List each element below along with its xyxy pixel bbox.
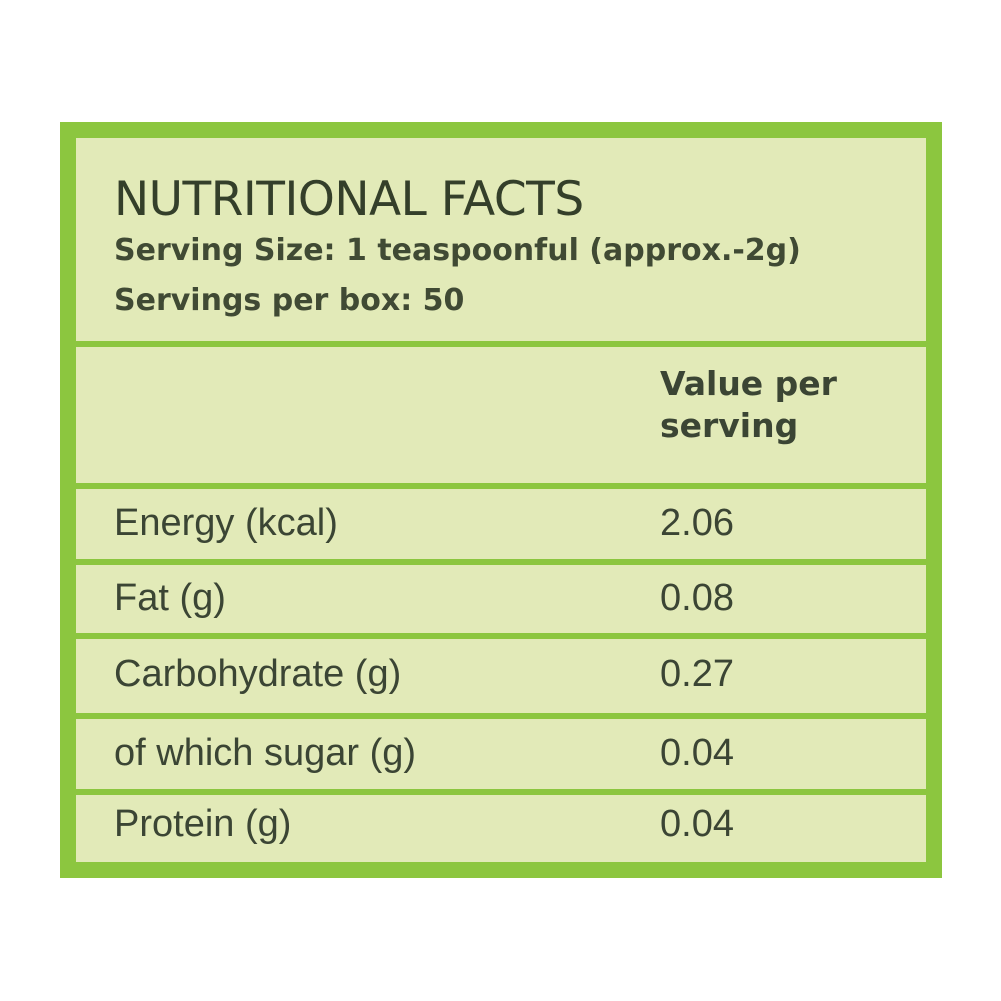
nutrient-name: of which sugar (g) — [114, 732, 417, 774]
table-row: Energy (kcal) 2.06 — [76, 489, 926, 559]
table-row: Carbohydrate (g) 0.27 — [76, 639, 926, 713]
table-row: Fat (g) 0.08 — [76, 565, 926, 633]
nutrient-name: Fat (g) — [114, 577, 226, 619]
row-divider — [76, 633, 926, 639]
nutrition-header-panel: NUTRITIONAL FACTS Serving Size: 1 teaspo… — [76, 138, 926, 341]
row-divider — [76, 789, 926, 795]
table-row: Protein (g) 0.04 — [76, 795, 926, 862]
nutrient-value: 0.08 — [660, 577, 734, 619]
nutrition-title: NUTRITIONAL FACTS — [114, 172, 584, 227]
nutrient-value: 0.04 — [660, 732, 734, 774]
nutrient-value: 0.04 — [660, 803, 734, 845]
table-row: of which sugar (g) 0.04 — [76, 719, 926, 789]
nutrient-name: Energy (kcal) — [114, 502, 338, 544]
servings-per-box-text: Servings per box: 50 — [114, 283, 465, 318]
serving-size-text: Serving Size: 1 teaspoonful (approx.-2g) — [114, 233, 801, 268]
value-per-serving-header: Value per serving — [660, 364, 837, 445]
nutrition-table: Value per serving Energy (kcal) 2.06 Fat… — [76, 347, 926, 862]
row-divider — [76, 713, 926, 719]
row-divider — [76, 483, 926, 489]
table-header-row: Value per serving — [76, 347, 926, 483]
row-divider — [76, 559, 926, 565]
nutrition-facts-label: NUTRITIONAL FACTS Serving Size: 1 teaspo… — [60, 122, 942, 878]
nutrient-name: Protein (g) — [114, 803, 292, 845]
nutrient-name: Carbohydrate (g) — [114, 653, 402, 695]
nutrient-value: 2.06 — [660, 502, 734, 544]
nutrient-value: 0.27 — [660, 653, 734, 695]
